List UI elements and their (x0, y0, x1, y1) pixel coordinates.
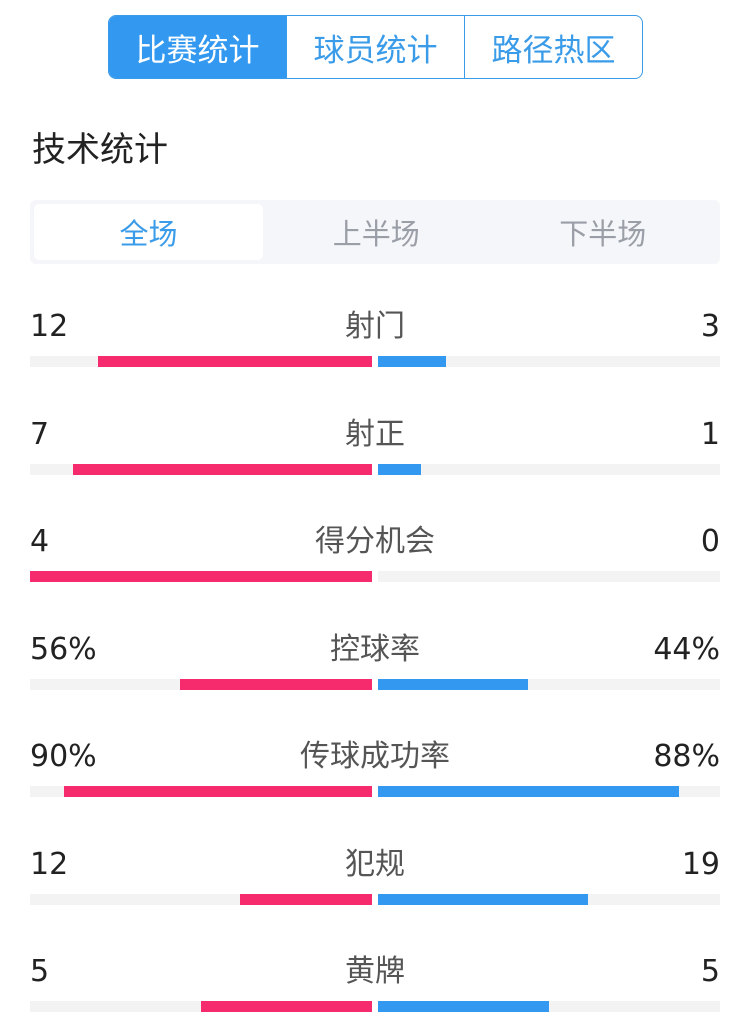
away-value: 44% (653, 631, 720, 667)
home-bar (98, 356, 372, 367)
stat-row: 12 犯规 19 (30, 845, 720, 925)
home-bar (180, 678, 372, 690)
stat-label: 射门 (345, 309, 405, 344)
home-bar-track (30, 786, 372, 797)
home-value: 56% (30, 631, 97, 667)
tab-full-match[interactable]: 全场 (34, 204, 263, 260)
away-bar-track (378, 571, 720, 582)
home-bar (239, 893, 372, 905)
home-bar-track (30, 893, 372, 905)
home-bar-track (30, 463, 372, 475)
away-bar (378, 786, 679, 797)
home-value: 4 (30, 524, 50, 559)
tab-heatmap[interactable]: 路径热区 (464, 16, 642, 78)
away-bar (378, 1001, 549, 1012)
stat-row: 90% 传球成功率 88% (30, 737, 720, 817)
stat-row: 4 得分机会 0 (30, 522, 720, 602)
tab-player-stats[interactable]: 球员统计 (286, 16, 464, 78)
tab-first-half[interactable]: 上半场 (332, 217, 420, 251)
stat-row: 5 黄牌 5 (30, 952, 720, 1032)
stat-label: 黄牌 (345, 954, 405, 989)
away-bar (378, 678, 529, 690)
home-value: 12 (30, 846, 69, 882)
home-bar-track (30, 356, 372, 367)
away-bar (378, 356, 447, 367)
stat-row: 56% 控球率 44% (30, 630, 720, 710)
away-bar-track (378, 678, 720, 690)
away-bar-track (378, 463, 720, 475)
stat-row: 7 射正 1 (30, 415, 720, 495)
away-value: 19 (681, 846, 720, 882)
home-bar (30, 571, 372, 582)
tab-second-half[interactable]: 下半场 (559, 217, 647, 251)
away-value: 5 (700, 954, 720, 989)
home-bar (72, 463, 372, 475)
home-value: 7 (30, 416, 50, 452)
home-value: 12 (30, 309, 69, 344)
period-tabs: 全场 上半场 下半场 (30, 200, 720, 264)
away-value: 0 (700, 524, 720, 559)
away-bar-track (378, 893, 720, 905)
stat-label: 得分机会 (315, 524, 435, 559)
home-value: 5 (30, 954, 50, 989)
away-bar-track (378, 1001, 720, 1012)
away-bar (378, 463, 421, 475)
stat-row: 12 射门 3 (30, 307, 720, 387)
away-value: 88% (653, 739, 720, 774)
away-bar-track (378, 786, 720, 797)
stat-label: 射正 (345, 416, 405, 452)
section-title: 技术统计 (32, 130, 168, 170)
home-value: 90% (30, 739, 97, 774)
stat-label: 犯规 (345, 846, 405, 882)
away-bar (378, 893, 588, 905)
stat-label: 控球率 (330, 631, 420, 667)
home-bar-track (30, 678, 372, 690)
tab-match-stats[interactable]: 比赛统计 (109, 16, 286, 78)
home-bar-track (30, 1001, 372, 1012)
home-bar-track (30, 571, 372, 582)
away-bar-track (378, 356, 720, 367)
home-bar (64, 786, 372, 797)
top-tab-bar: 比赛统计 球员统计 路径热区 (108, 15, 643, 79)
away-value: 1 (700, 416, 720, 452)
home-bar (201, 1001, 372, 1012)
stat-label: 传球成功率 (300, 739, 450, 774)
away-value: 3 (700, 309, 720, 344)
